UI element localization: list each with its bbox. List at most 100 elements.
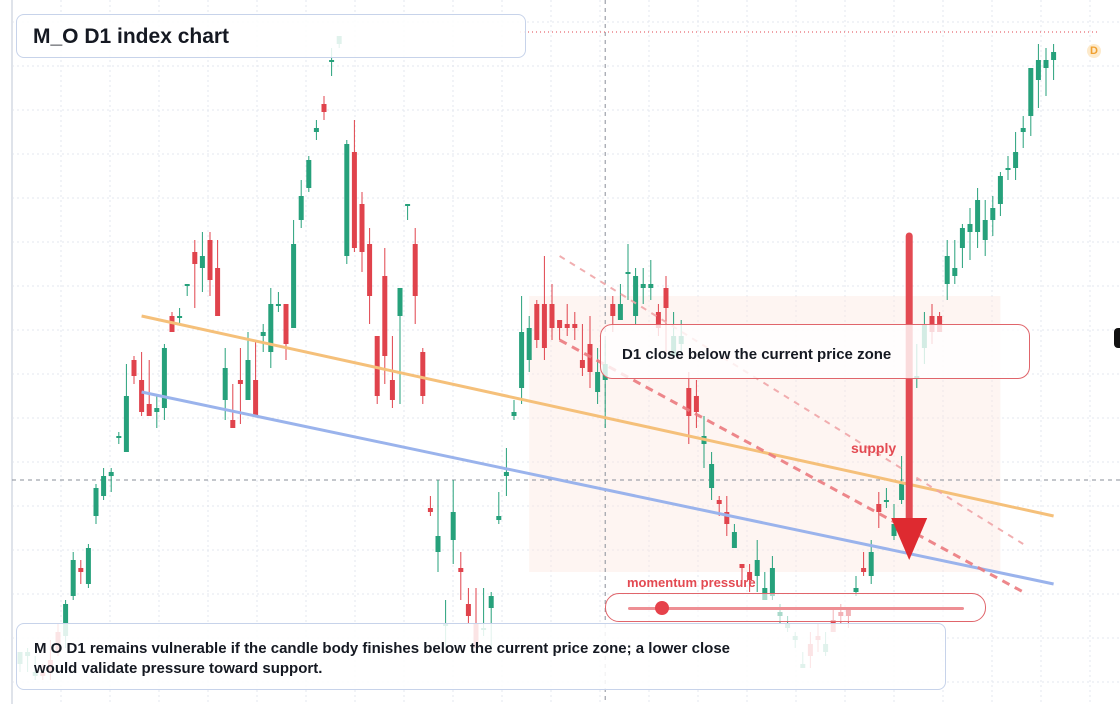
candle-body bbox=[731, 532, 737, 548]
candle-body bbox=[595, 372, 601, 392]
trendline-red-dashed bbox=[558, 338, 1024, 594]
candle-body bbox=[1020, 128, 1026, 132]
candle-body bbox=[1043, 60, 1049, 68]
candle-body bbox=[739, 564, 745, 568]
momentum-track bbox=[628, 607, 964, 610]
candle-body bbox=[275, 304, 281, 306]
candle-body bbox=[496, 516, 502, 520]
candle-body bbox=[359, 204, 365, 252]
trendline-orange bbox=[141, 314, 1054, 518]
candle-body bbox=[260, 332, 266, 336]
candle-body bbox=[503, 472, 509, 476]
candle-body bbox=[663, 288, 669, 308]
momentum-knob[interactable] bbox=[654, 601, 669, 615]
candle-body bbox=[101, 476, 107, 496]
candle-body bbox=[412, 244, 418, 296]
candle-body bbox=[207, 240, 213, 280]
candle-body bbox=[982, 220, 988, 240]
candle-body bbox=[405, 204, 411, 206]
candle-body bbox=[1051, 52, 1057, 60]
candle-body bbox=[78, 568, 84, 572]
candle-body bbox=[253, 380, 259, 416]
candle-body bbox=[488, 596, 494, 608]
candle-body bbox=[245, 360, 251, 400]
candle-body bbox=[990, 208, 996, 220]
candle-body bbox=[184, 284, 190, 286]
candle-body bbox=[367, 244, 373, 296]
candle-body bbox=[450, 512, 456, 540]
candle-body bbox=[625, 272, 631, 274]
candle-body bbox=[161, 348, 167, 408]
trendline-blue bbox=[141, 390, 1054, 586]
candle-body bbox=[351, 152, 357, 248]
candle-body bbox=[975, 200, 981, 232]
candle-body bbox=[215, 268, 221, 316]
analysis-note-panel: M O D1 remains vulnerable if the candle … bbox=[16, 623, 946, 690]
supply-label: supply bbox=[851, 440, 897, 456]
candle-body bbox=[534, 304, 540, 340]
candle-body bbox=[693, 396, 699, 412]
candle-body bbox=[382, 276, 388, 356]
candle-body bbox=[952, 268, 958, 276]
candle-body bbox=[93, 488, 99, 516]
candle-body bbox=[222, 368, 228, 400]
bearish-arrow-head bbox=[891, 518, 928, 560]
candle-body bbox=[230, 420, 236, 428]
candle-body bbox=[648, 284, 654, 288]
candle-body bbox=[754, 560, 760, 576]
candle-body bbox=[655, 312, 661, 328]
candle-body bbox=[1005, 168, 1011, 170]
candle-body bbox=[549, 304, 555, 328]
candle-body bbox=[853, 588, 859, 592]
candle-body bbox=[564, 324, 570, 328]
candle-body bbox=[283, 304, 289, 344]
candle-body bbox=[116, 436, 122, 438]
candle-body bbox=[1028, 68, 1034, 116]
candle-body bbox=[427, 508, 433, 512]
candle-body bbox=[146, 404, 152, 416]
candle-body bbox=[344, 144, 350, 256]
candle-body bbox=[633, 276, 639, 316]
candle-body bbox=[291, 244, 297, 328]
candle-body bbox=[313, 128, 319, 132]
candle-body bbox=[511, 412, 517, 416]
candle-body bbox=[321, 104, 327, 112]
candle-body bbox=[640, 284, 646, 288]
candle-body bbox=[123, 396, 129, 452]
candle-body bbox=[519, 332, 525, 388]
candle-body bbox=[967, 224, 973, 232]
candle-body bbox=[944, 256, 950, 284]
candle-body bbox=[199, 256, 205, 268]
candle-body bbox=[883, 500, 889, 502]
candle-body bbox=[85, 548, 91, 584]
candle-body bbox=[108, 472, 114, 476]
candle-body bbox=[557, 320, 563, 328]
candle-body bbox=[329, 60, 335, 62]
candle-body bbox=[541, 304, 547, 348]
candle-body bbox=[716, 500, 722, 504]
candle-body bbox=[177, 316, 183, 318]
candle-body bbox=[899, 484, 905, 500]
candle-body bbox=[1035, 60, 1041, 80]
momentum-label: momentum pressure bbox=[627, 575, 756, 590]
candle-body bbox=[465, 604, 471, 616]
candle-body bbox=[131, 360, 137, 376]
candle-body bbox=[139, 380, 145, 412]
analysis-note: M O D1 remains vulnerable if the candle … bbox=[34, 640, 731, 677]
momentum-gauge[interactable] bbox=[605, 593, 986, 622]
price-marker-badge[interactable]: D bbox=[1087, 44, 1101, 58]
candle-body bbox=[298, 196, 304, 220]
candle-body bbox=[63, 604, 69, 636]
candle-body bbox=[876, 504, 882, 512]
candle-body bbox=[709, 464, 715, 488]
candle-body bbox=[374, 336, 380, 396]
candle-body bbox=[268, 304, 274, 352]
candle-body bbox=[959, 228, 965, 248]
price-edge-marker[interactable] bbox=[1114, 328, 1120, 348]
candle-body bbox=[526, 328, 532, 360]
candle-body bbox=[891, 524, 897, 536]
candle-body bbox=[237, 380, 243, 384]
candle-body bbox=[997, 176, 1003, 204]
candle-body bbox=[769, 568, 775, 596]
price-zone-callout: D1 close below the current price zone bbox=[600, 324, 1030, 379]
